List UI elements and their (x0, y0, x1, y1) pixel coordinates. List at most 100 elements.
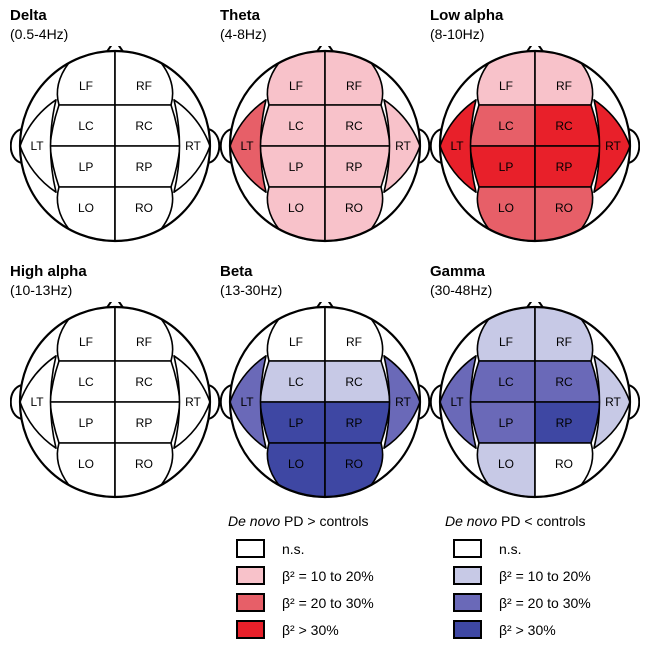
head-outline (228, 305, 422, 499)
legend-swatch (453, 620, 482, 639)
region-label-lc: LC (78, 119, 94, 133)
region-lf (266, 306, 326, 362)
panel-frequency-band: (4-8Hz) (220, 26, 267, 42)
legend-positive-heading-rest: PD > controls (280, 513, 369, 529)
panel-low-alpha: Low alpha (8-10Hz) LF RF LC RC LP RP LO RO LT RT (430, 6, 640, 243)
panel-frequency-band: (0.5-4Hz) (10, 26, 69, 42)
region-label-lp: LP (289, 416, 304, 430)
region-label-rp: RP (556, 160, 573, 174)
region-label-rp: RP (556, 416, 573, 430)
region-lf (476, 50, 536, 106)
panel-title: Low alpha (430, 7, 504, 24)
head-outline (438, 305, 632, 499)
region-label-lt: LT (240, 139, 254, 153)
region-label-rf: RF (346, 79, 362, 93)
region-label-lo: LO (498, 457, 514, 471)
right-ear-outline (207, 384, 220, 420)
region-rf (324, 50, 384, 106)
region-label-lf: LF (499, 79, 513, 93)
region-lf (266, 50, 326, 106)
region-label-lc: LC (498, 375, 514, 389)
legend-swatch (236, 566, 265, 585)
region-label-rf: RF (556, 79, 572, 93)
left-ear-outline (10, 384, 23, 420)
region-lt (19, 98, 57, 194)
legend-negative-heading-rest: PD < controls (497, 513, 586, 529)
left-ear-outline (430, 128, 443, 164)
region-rf (324, 306, 384, 362)
region-lf (56, 306, 116, 362)
legend-negative-heading-italic: De novo (445, 513, 498, 529)
region-label-rc: RC (135, 375, 153, 389)
legend-swatch (236, 593, 265, 612)
panel-frequency-band: (30-48Hz) (430, 282, 493, 298)
region-label-lf: LF (499, 335, 513, 349)
legend-label: n.s. (282, 541, 305, 557)
region-label-rt: RT (395, 139, 411, 153)
legend-positive-heading-italic: De novo (228, 513, 281, 529)
region-lt (19, 354, 57, 450)
region-label-lp: LP (499, 160, 514, 174)
head-map: LF RF LC RC LP RP LO RO LT RT (220, 46, 430, 243)
region-label-lc: LC (288, 119, 304, 133)
head-outline (228, 49, 422, 243)
region-label-lc: LC (78, 375, 94, 389)
region-label-lo: LO (288, 201, 304, 215)
region-lt (439, 354, 477, 450)
region-rt (593, 354, 631, 450)
region-rf (534, 306, 594, 362)
head-outline (18, 305, 212, 499)
region-lf (476, 306, 536, 362)
region-label-rt: RT (605, 395, 621, 409)
region-label-rt: RT (185, 139, 201, 153)
panel-frequency-band: (13-30Hz) (220, 282, 283, 298)
legend-swatch (453, 593, 482, 612)
legend-label: β² = 10 to 20% (282, 568, 374, 584)
legend-label: β² = 10 to 20% (499, 568, 591, 584)
panel-title: Beta (220, 263, 253, 280)
panel-delta: Delta (0.5-4Hz) LF RF LC RC LP RP LO RO LT RT (10, 6, 220, 243)
region-label-lo: LO (498, 201, 514, 215)
panel-theta: Theta (4-8Hz) LF RF LC RC LP RP LO RO LT RT (220, 6, 430, 243)
region-label-rp: RP (346, 416, 363, 430)
region-label-lp: LP (499, 416, 514, 430)
region-label-lo: LO (78, 457, 94, 471)
region-rt (593, 98, 631, 194)
region-label-rf: RF (556, 335, 572, 349)
region-label-rt: RT (185, 395, 201, 409)
panel-title: Theta (220, 7, 261, 24)
legend-negative: De novo PD < controls n.s. β² = 10 to 20… (445, 512, 645, 642)
left-ear-outline (430, 384, 443, 420)
legend-label: β² > 30% (499, 622, 556, 638)
region-label-ro: RO (345, 201, 363, 215)
region-label-ro: RO (345, 457, 363, 471)
region-label-lo: LO (288, 457, 304, 471)
head-outline (18, 49, 212, 243)
region-label-lp: LP (79, 160, 94, 174)
legend-label: β² > 30% (282, 622, 339, 638)
panel-title: Delta (10, 7, 47, 24)
head-map: LF RF LC RC LP RP LO RO LT RT (430, 302, 640, 499)
region-label-rf: RF (136, 79, 152, 93)
panel-frequency-band: (8-10Hz) (430, 26, 485, 42)
right-ear-outline (627, 384, 640, 420)
left-ear-outline (220, 384, 233, 420)
region-label-rc: RC (555, 119, 573, 133)
region-lf (56, 50, 116, 106)
region-label-lo: LO (78, 201, 94, 215)
region-label-ro: RO (555, 201, 573, 215)
panel-beta: Beta (13-30Hz) LF RF LC RC LP RP LO RO LT RT (220, 262, 430, 499)
panel-frequency-band: (10-13Hz) (10, 282, 73, 298)
legend-negative-heading: De novo PD < controls (445, 512, 645, 530)
region-label-lt: LT (30, 395, 44, 409)
region-rt (383, 354, 421, 450)
panel-title: Gamma (430, 263, 486, 280)
legend-label: n.s. (499, 541, 522, 557)
legend-label: β² = 20 to 30% (282, 595, 374, 611)
legend-swatch (236, 539, 265, 558)
region-label-lp: LP (289, 160, 304, 174)
region-label-rt: RT (395, 395, 411, 409)
region-label-lt: LT (450, 139, 464, 153)
region-label-lf: LF (289, 79, 303, 93)
right-ear-outline (417, 128, 430, 164)
